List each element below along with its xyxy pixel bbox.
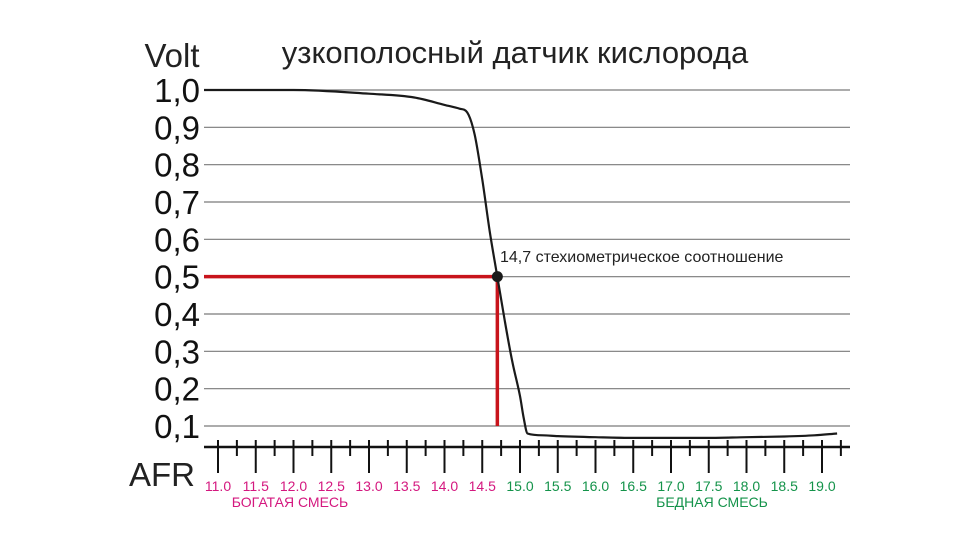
x-tick-label: 16.0 (582, 478, 609, 494)
x-tick-label: 18.0 (733, 478, 760, 494)
x-tick-label: 13.5 (393, 478, 420, 494)
chart-title: узкополосный датчик кислорода (282, 35, 749, 70)
x-tick-label: 12.0 (280, 478, 307, 494)
x-tick-label: 14.5 (469, 478, 496, 494)
x-tick-label: 15.0 (506, 478, 533, 494)
series-line (204, 88, 838, 439)
x-tick-label: 11.0 (205, 478, 231, 494)
y-tick-label: 0,4 (154, 296, 200, 333)
lean-mixture-label: БЕДНАЯ СМЕСЬ (656, 494, 768, 510)
grid-lines (204, 89, 850, 427)
stoich-annotation: 14,7 стехиометрическое соотношение (500, 249, 784, 266)
x-tick-label: 11.5 (243, 478, 269, 494)
y-tick-label: 0,1 (154, 408, 200, 445)
y-axis-label: Volt (144, 37, 199, 74)
y-tick-label: 0,2 (154, 371, 200, 408)
y-tick-label: 0,5 (154, 259, 200, 296)
x-axis (204, 440, 850, 473)
y-tick-label: 0,8 (154, 147, 200, 184)
x-tick-labels: 11.0 11.5 12.0 12.5 13.0 13.5 14.0 14.5 15.0 15.5… (205, 478, 836, 494)
x-axis-label: AFR (129, 456, 195, 493)
x-tick-label: 15.5 (544, 478, 571, 494)
x-tick-label: 17.0 (657, 478, 684, 494)
stoich-point (491, 271, 503, 283)
y-tick-label: 0,3 (154, 333, 200, 370)
x-tick-label: 14.0 (431, 478, 458, 494)
y-tick-labels: 0,10,20,30,40,50,60,70,80,91,0 (154, 72, 200, 445)
x-tick-label: 16.5 (620, 478, 647, 494)
x-tick-label: 17.5 (695, 478, 722, 494)
y-tick-label: 0,7 (154, 184, 200, 221)
y-tick-label: 0,9 (154, 109, 200, 146)
x-tick-label: 13.0 (355, 478, 382, 494)
x-tick-label: 12.5 (318, 478, 345, 494)
rich-mixture-label: БОГАТАЯ СМЕСЬ (232, 494, 348, 510)
x-tick-label: 19.0 (808, 478, 835, 494)
stoich-marker-lines (204, 274, 500, 426)
x-tick-label: 18.5 (771, 478, 798, 494)
y-tick-label: 0,6 (154, 221, 200, 258)
y-tick-label: 1,0 (154, 72, 200, 109)
